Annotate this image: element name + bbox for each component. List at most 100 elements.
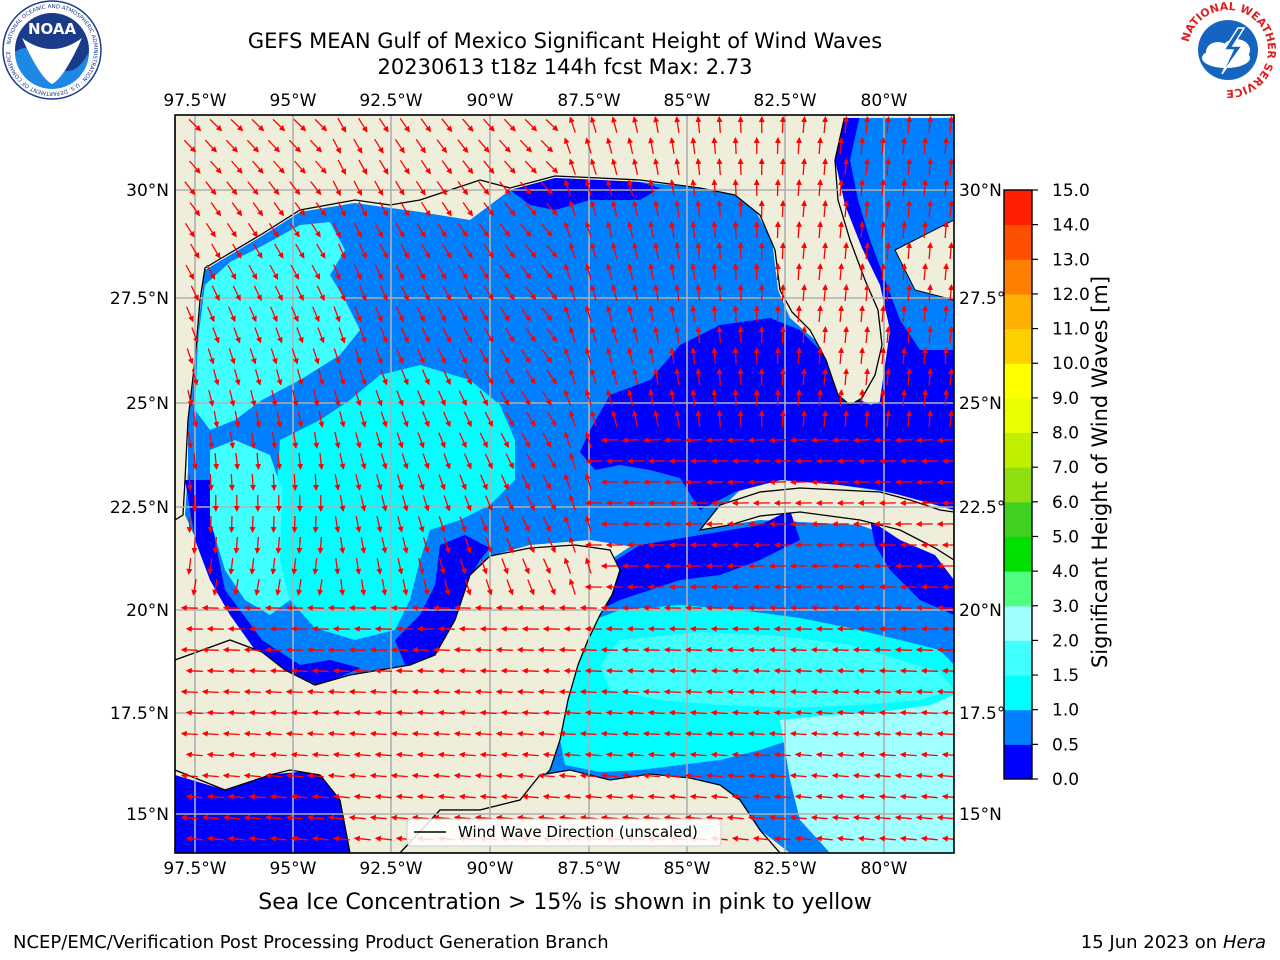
colorbar-segment	[1004, 605, 1032, 641]
wave-direction-arrow	[927, 410, 934, 428]
wave-direction-arrow	[943, 389, 950, 407]
wave-direction-arrow	[663, 814, 681, 821]
wave-direction-arrow	[873, 646, 891, 653]
wave-direction-arrow	[269, 709, 287, 716]
wave-direction-arrow	[568, 116, 576, 133]
wave-zone-low-caribbean-east	[870, 520, 954, 615]
wave-direction-arrow	[859, 305, 866, 323]
wave-direction-arrow	[327, 772, 345, 779]
wave-direction-arrow	[674, 284, 681, 301]
wave-direction-arrow	[843, 116, 850, 134]
wave-direction-arrow	[438, 432, 446, 449]
wave-direction-arrow	[731, 793, 749, 800]
wave-direction-arrow	[421, 327, 430, 344]
wave-direction-arrow	[520, 307, 531, 322]
wave-direction-arrow	[252, 202, 264, 217]
wave-direction-arrow	[585, 221, 592, 238]
wave-direction-arrow	[626, 793, 644, 800]
colorbar-tick-label: 8.0	[1052, 424, 1079, 444]
wave-direction-arrow	[185, 709, 203, 716]
lon-labels-bottom: 97.5°W 95°W 92.5°W 90°W 87.5°W 85°W 82.5…	[163, 859, 907, 879]
wave-direction-arrow	[632, 284, 639, 301]
wave-direction-arrow	[437, 793, 455, 800]
wave-direction-arrow	[500, 667, 518, 674]
footer-host: Hera	[1222, 932, 1266, 953]
wave-direction-arrow	[390, 730, 408, 737]
wave-direction-arrow	[276, 410, 283, 428]
wave-direction-arrow	[716, 410, 723, 428]
wave-direction-arrow	[395, 306, 404, 323]
wave-direction-arrow	[525, 202, 537, 216]
wave-direction-arrow	[289, 222, 300, 238]
wave-direction-arrow	[537, 814, 555, 821]
wave-direction-arrow	[731, 835, 749, 842]
wave-direction-arrow	[190, 285, 199, 302]
wave-direction-arrow	[801, 158, 808, 176]
wave-direction-arrow	[563, 137, 572, 154]
wave-direction-arrow	[306, 688, 324, 695]
wave-direction-arrow	[801, 410, 808, 428]
wave-direction-arrow	[249, 473, 256, 491]
wave-direction-arrow	[922, 179, 929, 197]
wave-direction-arrow	[186, 306, 194, 323]
wave-direction-arrow	[859, 137, 866, 155]
lon-label-top: 85°W	[664, 91, 711, 111]
wave-direction-arrow	[705, 730, 723, 737]
wave-direction-arrow	[437, 306, 447, 322]
colorbar-tick-label: 0.5	[1052, 735, 1079, 755]
wave-direction-arrow	[271, 432, 278, 449]
colorbar-segment	[1004, 397, 1032, 434]
wave-direction-arrow	[394, 138, 405, 154]
wave-direction-arrow	[873, 730, 891, 737]
wave-direction-arrow	[506, 537, 514, 554]
wave-direction-arrow	[558, 688, 576, 695]
wave-direction-arrow	[207, 306, 215, 323]
wave-direction-arrow	[779, 116, 786, 134]
wave-direction-arrow	[852, 730, 870, 737]
wave-direction-arrow	[480, 474, 488, 491]
wave-direction-arrow	[705, 646, 723, 653]
wave-direction-arrow	[375, 348, 383, 365]
wave-direction-arrow	[737, 158, 744, 176]
wave-direction-arrow	[695, 158, 702, 176]
wave-direction-arrow	[360, 579, 367, 596]
wave-direction-arrow	[206, 709, 224, 716]
wave-direction-arrow	[353, 180, 363, 196]
wave-direction-arrow	[353, 835, 371, 842]
wave-direction-arrow	[558, 730, 576, 737]
wave-direction-arrow	[380, 327, 388, 344]
wave-direction-arrow	[437, 264, 447, 280]
wave-direction-arrow	[716, 326, 723, 344]
wave-direction-arrow	[396, 432, 404, 449]
wave-direction-arrow	[504, 160, 516, 174]
wave-direction-arrow	[542, 751, 560, 758]
wave-direction-arrow	[857, 751, 875, 758]
wave-direction-arrow	[462, 160, 474, 175]
wave-direction-arrow	[894, 646, 912, 653]
wave-direction-arrow	[621, 730, 639, 737]
wave-direction-arrow	[525, 328, 536, 343]
wave-direction-arrow	[327, 646, 345, 653]
lon-label-top: 87.5°W	[557, 91, 620, 111]
wave-direction-arrow	[233, 369, 241, 386]
wave-direction-arrow	[737, 410, 744, 428]
wave-direction-arrow	[453, 772, 471, 779]
wave-direction-arrow	[831, 437, 849, 444]
wave-direction-arrow	[852, 646, 870, 653]
wave-direction-arrow	[420, 160, 431, 175]
wave-direction-arrow	[478, 223, 489, 238]
wave-direction-arrow	[246, 139, 259, 153]
wave-direction-arrow	[355, 557, 362, 575]
wave-direction-arrow	[311, 264, 321, 280]
wave-direction-arrow	[264, 688, 282, 695]
wave-direction-arrow	[462, 202, 473, 217]
colorbar-tick-label: 9.0	[1052, 389, 1079, 409]
wave-direction-arrow	[355, 515, 362, 533]
wave-direction-arrow	[269, 835, 287, 842]
wave-direction-arrow	[642, 730, 660, 737]
wave-direction-arrow	[521, 516, 530, 533]
lon-label-top: 80°W	[861, 91, 908, 111]
wave-direction-arrow	[464, 537, 472, 554]
wave-direction-arrow	[747, 730, 765, 737]
wave-direction-arrow	[922, 389, 929, 407]
